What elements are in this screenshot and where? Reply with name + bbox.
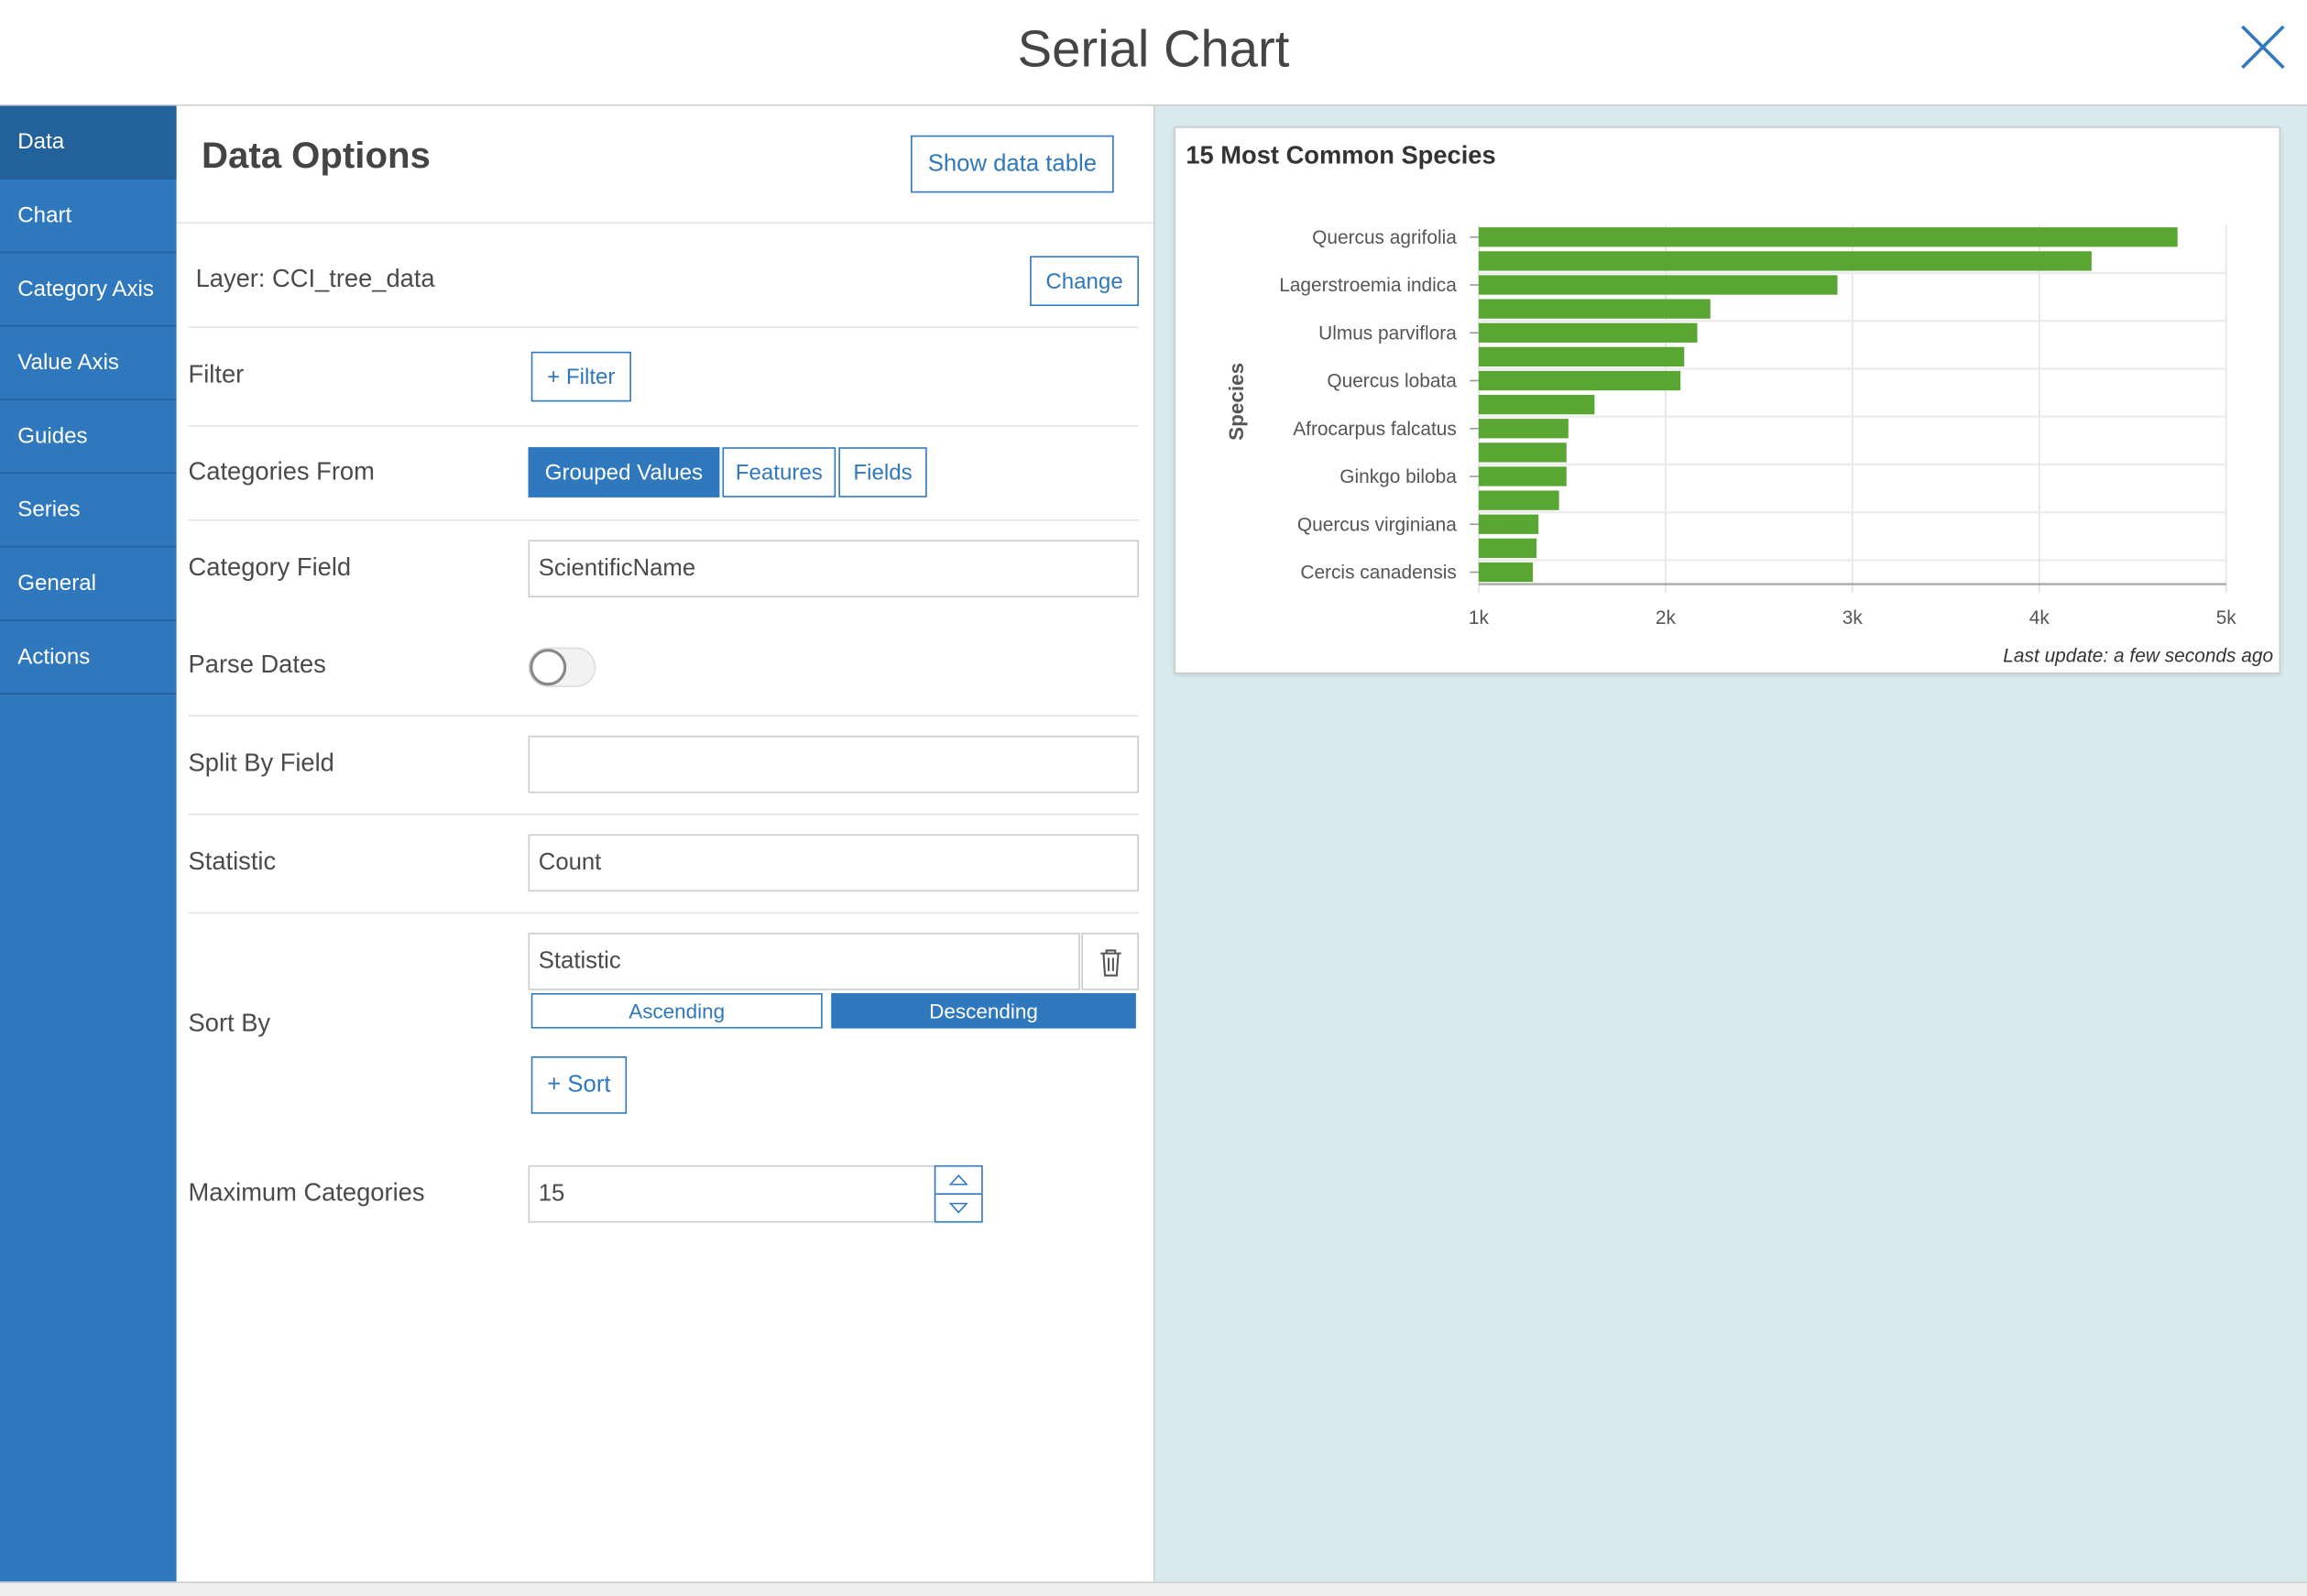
sidebar-item-chart[interactable]: Chart: [0, 180, 177, 254]
bar-chart: Species 1k 2k 3k 4k 5k Quercus agrifolia Lager…: [1225, 224, 2237, 629]
bar: [1478, 322, 1698, 343]
chart-title: 15 Most Common Species: [1186, 141, 1496, 169]
divider: [188, 715, 1139, 717]
max-categories-label: Maximum Categories: [188, 1178, 425, 1207]
sort-by-value: Statistic: [538, 948, 621, 974]
bar: [1478, 299, 1711, 319]
category-label: Cercis canadensis: [1300, 563, 1456, 584]
bar: [1478, 538, 1537, 559]
category-field-label: Category Field: [188, 552, 352, 582]
change-layer-button[interactable]: Change: [1030, 256, 1139, 307]
bar: [1478, 443, 1567, 463]
max-categories-value: 15: [538, 1180, 565, 1207]
max-categories-stepper[interactable]: [934, 1164, 983, 1223]
x-tick-label: 3k: [1842, 607, 1864, 629]
bar: [1478, 514, 1539, 534]
split-by-field-select[interactable]: [528, 735, 1139, 793]
descending-button[interactable]: Descending: [831, 992, 1136, 1029]
category-field-select[interactable]: ScientificName: [528, 540, 1139, 597]
y-axis-label: Species: [1225, 363, 1248, 441]
sidebar-item-category-axis[interactable]: Category Axis: [0, 253, 177, 327]
bar: [1478, 227, 2178, 247]
add-filter-button[interactable]: + Filter: [530, 351, 631, 402]
x-tick-label: 1k: [1469, 607, 1490, 629]
bar: [1478, 419, 1569, 439]
x-tick-label: 4k: [2029, 607, 2050, 629]
dialog-header: Serial Chart: [0, 0, 2307, 106]
categories-from-label: Categories From: [188, 457, 375, 486]
divider: [188, 519, 1139, 521]
dialog-title: Serial Chart: [1017, 20, 1290, 79]
fields-button[interactable]: Fields: [838, 447, 927, 497]
parse-dates-toggle[interactable]: [528, 647, 596, 687]
divider: [188, 326, 1139, 329]
max-categories-input[interactable]: 15: [528, 1164, 936, 1223]
divider: [188, 912, 1139, 914]
x-tick-label: 5k: [2216, 607, 2237, 629]
delete-sort-button[interactable]: [1081, 933, 1139, 990]
sidebar-item-data[interactable]: Data: [0, 105, 177, 180]
close-icon[interactable]: [2236, 20, 2290, 73]
layer-label: Layer: CCI_tree_data: [195, 265, 435, 293]
sidebar: Data Chart Category Axis Value Axis Guid…: [0, 105, 177, 1582]
divider: [188, 814, 1139, 815]
divider: [176, 222, 1154, 224]
toggle-knob: [530, 649, 567, 686]
bar: [1478, 275, 1838, 295]
sidebar-item-actions[interactable]: Actions: [0, 621, 177, 694]
ascending-button[interactable]: Ascending: [530, 992, 823, 1029]
category-label: Ulmus parviflora: [1318, 322, 1457, 344]
parse-dates-label: Parse Dates: [188, 650, 326, 679]
grouped-values-button[interactable]: Grouped Values: [528, 447, 720, 497]
sort-by-select[interactable]: Statistic: [528, 933, 1080, 990]
divider: [188, 425, 1139, 427]
category-label: Lagerstroemia indica: [1279, 275, 1457, 296]
filter-label: Filter: [188, 360, 245, 388]
bar: [1478, 346, 1685, 367]
bar: [1478, 394, 1595, 415]
chart-card: 15 Most Common Species Species 1k 2k 3k 4k 5…: [1174, 126, 2281, 674]
category-label: Quercus lobata: [1327, 371, 1457, 392]
category-label: Afrocarpus falcatus: [1293, 419, 1457, 440]
bar: [1478, 562, 1534, 583]
panel-heading: Data Options: [202, 135, 431, 177]
footer-bar: [0, 1581, 2307, 1596]
sidebar-item-series[interactable]: Series: [0, 474, 177, 548]
trash-icon: [1099, 948, 1121, 976]
sidebar-item-value-axis[interactable]: Value Axis: [0, 327, 177, 400]
features-button[interactable]: Features: [722, 447, 836, 497]
stepper-arrows-icon: [935, 1174, 982, 1214]
show-data-table-button[interactable]: Show data table: [911, 135, 1114, 193]
x-tick-label: 2k: [1656, 607, 1677, 629]
bar: [1478, 490, 1559, 510]
category-field-value: ScientificName: [538, 555, 696, 581]
bar: [1478, 251, 2092, 271]
bar: [1478, 466, 1567, 486]
sort-by-label: Sort By: [188, 1009, 271, 1038]
statistic-label: Statistic: [188, 847, 277, 876]
category-label: Quercus virginiana: [1297, 514, 1457, 535]
bar: [1478, 370, 1681, 391]
add-sort-button[interactable]: + Sort: [530, 1056, 628, 1114]
statistic-select[interactable]: Count: [528, 834, 1139, 892]
sidebar-item-guides[interactable]: Guides: [0, 400, 177, 475]
last-update-text: Last update: a few seconds ago: [2003, 644, 2274, 667]
sidebar-item-general[interactable]: General: [0, 547, 177, 621]
category-label: Ginkgo biloba: [1339, 466, 1457, 487]
category-label: Quercus agrifolia: [1312, 227, 1457, 248]
statistic-value: Count: [538, 849, 602, 875]
split-by-label: Split By Field: [188, 749, 334, 777]
